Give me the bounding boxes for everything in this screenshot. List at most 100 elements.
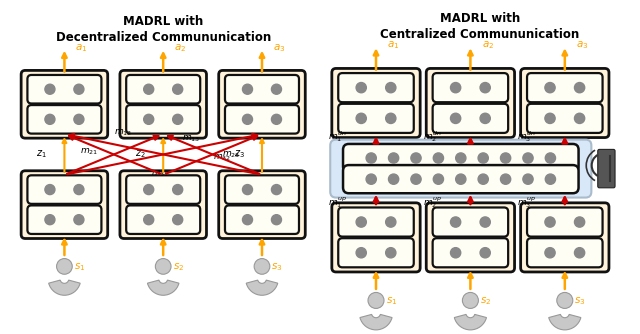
FancyBboxPatch shape: [433, 207, 508, 236]
Circle shape: [451, 217, 461, 227]
FancyBboxPatch shape: [126, 105, 200, 134]
Text: $m_{31}$: $m_{31}$: [151, 168, 169, 178]
Circle shape: [386, 247, 396, 258]
Circle shape: [388, 174, 399, 184]
FancyBboxPatch shape: [219, 70, 305, 138]
Text: $m_{12}$: $m_{12}$: [114, 127, 132, 138]
Wedge shape: [246, 280, 278, 295]
FancyBboxPatch shape: [28, 75, 101, 104]
Circle shape: [366, 174, 376, 184]
Circle shape: [356, 113, 366, 124]
Circle shape: [74, 114, 84, 124]
FancyBboxPatch shape: [433, 104, 508, 133]
Circle shape: [545, 217, 555, 227]
Text: $m_{32}$: $m_{32}$: [213, 152, 231, 163]
Circle shape: [56, 259, 72, 274]
Circle shape: [243, 114, 253, 124]
FancyBboxPatch shape: [126, 75, 200, 104]
Circle shape: [451, 247, 461, 258]
Circle shape: [545, 153, 556, 163]
Text: $m_3^{up}$: $m_3^{up}$: [517, 195, 536, 210]
FancyBboxPatch shape: [339, 238, 414, 267]
Circle shape: [480, 113, 490, 124]
Circle shape: [144, 185, 154, 195]
Text: $z_2$: $z_2$: [135, 149, 146, 160]
FancyBboxPatch shape: [28, 105, 101, 134]
Circle shape: [462, 293, 479, 308]
FancyBboxPatch shape: [343, 165, 579, 193]
FancyBboxPatch shape: [225, 175, 299, 204]
Circle shape: [45, 114, 55, 124]
FancyBboxPatch shape: [225, 105, 299, 134]
Circle shape: [575, 82, 585, 93]
Circle shape: [456, 153, 466, 163]
Circle shape: [254, 259, 270, 274]
Text: $s_1$: $s_1$: [385, 295, 397, 307]
Circle shape: [144, 215, 154, 225]
Circle shape: [243, 84, 253, 94]
Circle shape: [144, 114, 154, 124]
Circle shape: [523, 153, 533, 163]
Text: $z_1$: $z_1$: [36, 149, 47, 160]
Circle shape: [478, 174, 488, 184]
Circle shape: [271, 185, 282, 195]
Text: $m_{23}$: $m_{23}$: [222, 149, 241, 160]
FancyBboxPatch shape: [343, 144, 579, 172]
FancyBboxPatch shape: [426, 203, 515, 272]
Text: $m_1^{dn}$: $m_1^{dn}$: [328, 129, 347, 144]
Text: $m_1^{up}$: $m_1^{up}$: [328, 195, 347, 210]
FancyBboxPatch shape: [426, 68, 515, 138]
Circle shape: [74, 215, 84, 225]
Circle shape: [456, 174, 466, 184]
FancyBboxPatch shape: [120, 171, 207, 238]
Circle shape: [478, 153, 488, 163]
Circle shape: [271, 215, 282, 225]
Circle shape: [545, 247, 555, 258]
Circle shape: [388, 153, 399, 163]
FancyBboxPatch shape: [339, 73, 414, 102]
Circle shape: [480, 82, 490, 93]
Circle shape: [545, 113, 555, 124]
Text: $m_2^{dn}$: $m_2^{dn}$: [423, 129, 442, 144]
Circle shape: [45, 185, 55, 195]
Text: $a_1$: $a_1$: [387, 39, 399, 51]
Circle shape: [173, 114, 182, 124]
Text: $s_3$: $s_3$: [575, 295, 586, 307]
Circle shape: [575, 113, 585, 124]
Wedge shape: [147, 280, 179, 295]
FancyBboxPatch shape: [433, 238, 508, 267]
Circle shape: [451, 82, 461, 93]
Circle shape: [173, 185, 182, 195]
Text: $a_2$: $a_2$: [174, 42, 186, 54]
Circle shape: [45, 215, 55, 225]
Text: $m_{13}$: $m_{13}$: [182, 134, 200, 144]
FancyBboxPatch shape: [527, 238, 603, 267]
Circle shape: [173, 215, 182, 225]
Text: $s_3$: $s_3$: [271, 261, 283, 273]
Text: $z_3$: $z_3$: [234, 149, 244, 160]
Circle shape: [557, 293, 573, 308]
Wedge shape: [360, 314, 392, 330]
Circle shape: [368, 293, 384, 308]
Circle shape: [356, 247, 366, 258]
Circle shape: [386, 217, 396, 227]
Circle shape: [144, 84, 154, 94]
FancyBboxPatch shape: [225, 205, 299, 234]
Circle shape: [386, 113, 396, 124]
Text: MADRL with
Centralized Commununication: MADRL with Centralized Commununication: [380, 12, 580, 41]
FancyBboxPatch shape: [21, 70, 108, 138]
Circle shape: [243, 215, 253, 225]
FancyBboxPatch shape: [521, 203, 609, 272]
Wedge shape: [548, 314, 581, 330]
Circle shape: [74, 84, 84, 94]
FancyBboxPatch shape: [126, 205, 200, 234]
FancyBboxPatch shape: [433, 73, 508, 102]
FancyBboxPatch shape: [339, 104, 414, 133]
Circle shape: [271, 114, 282, 124]
FancyBboxPatch shape: [332, 203, 420, 272]
Circle shape: [243, 185, 253, 195]
Circle shape: [45, 84, 55, 94]
FancyBboxPatch shape: [28, 175, 101, 204]
Text: MADRL with
Decentralized Commununication: MADRL with Decentralized Commununication: [56, 15, 271, 44]
Circle shape: [156, 259, 171, 274]
